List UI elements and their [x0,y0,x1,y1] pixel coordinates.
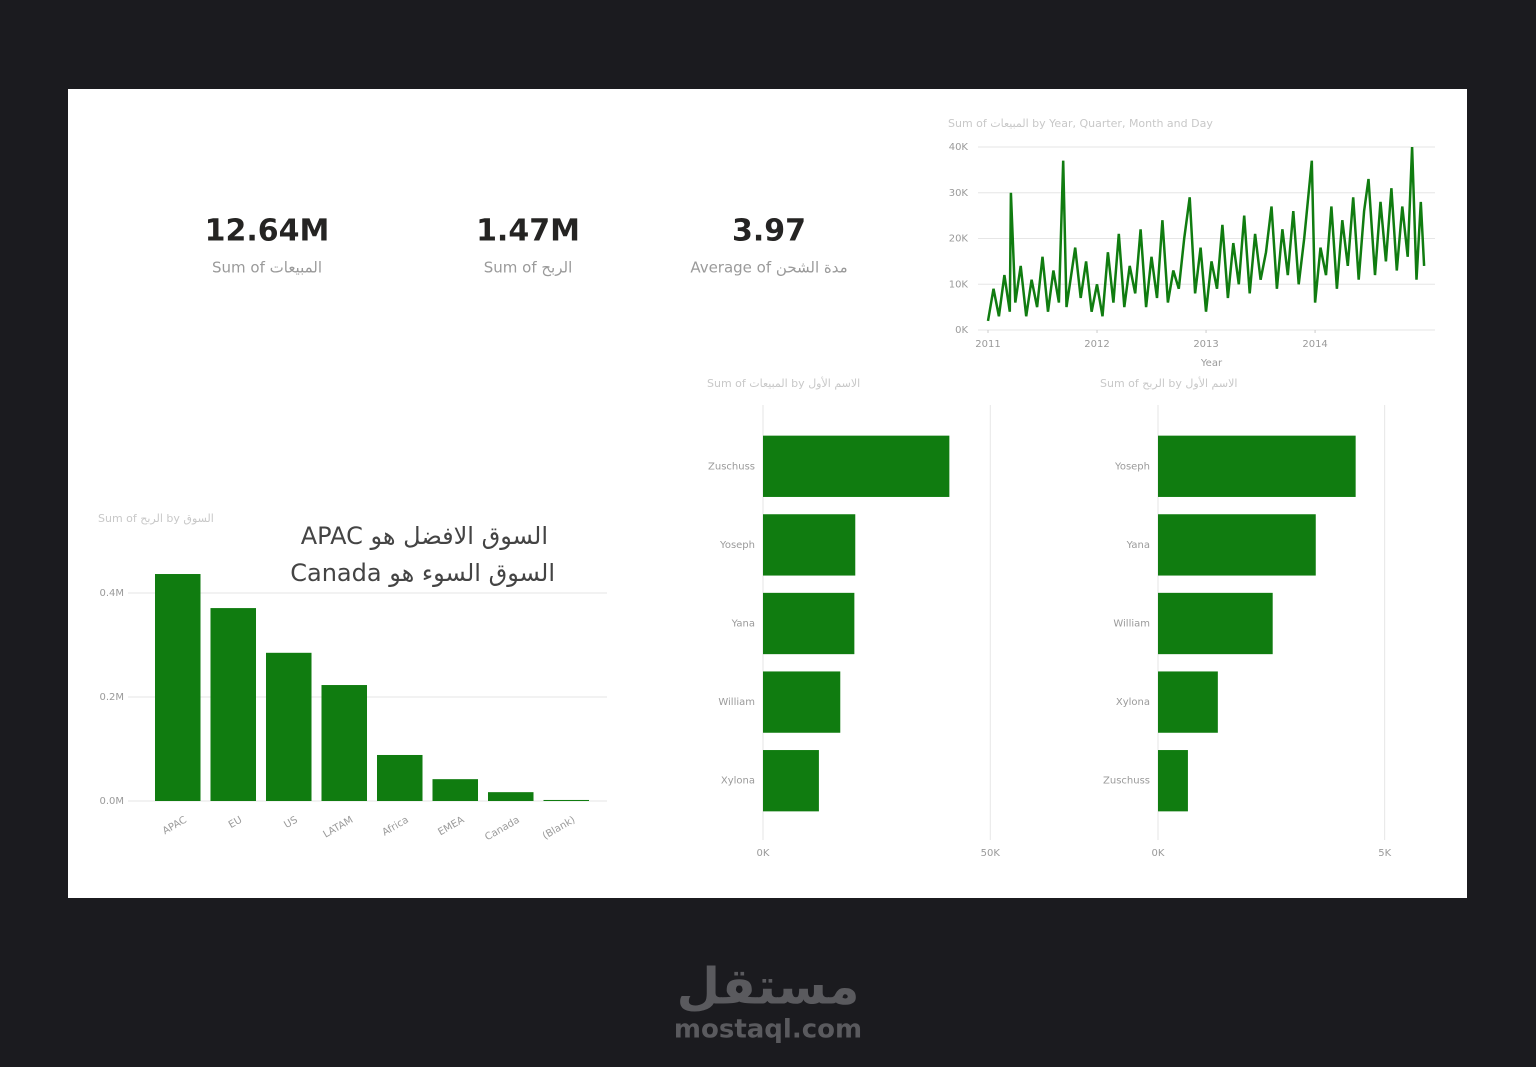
bar [763,592,855,655]
kpi-label: Average of مدة الشحن [690,259,847,277]
x-tick-label: 2013 [1193,339,1218,350]
bar [321,685,368,801]
y-tick-label: 10K [949,279,969,290]
bar [763,671,841,733]
y-tick-label: Yana [1126,540,1150,551]
annotation: السوق الافضل هو APAC [301,522,548,550]
y-tick-label: 0.2M [99,692,124,703]
bar [432,779,479,801]
y-tick-label: Yoseph [1114,461,1150,472]
bar [265,652,312,801]
x-tick-label: 50K [981,848,1001,859]
chart-title: Sum of المبيعات by الاسم الأول [707,376,860,390]
y-tick-label: Xylona [1116,697,1150,708]
bar [763,750,819,812]
kpi-value: 3.97 [732,214,806,249]
kpi-label: Sum of المبيعات [212,259,322,277]
kpi-value: 12.64M [205,214,330,249]
bar [376,754,423,801]
watermark-site: mostaql.com [674,1015,862,1045]
y-tick-label: Zuschuss [708,461,755,472]
y-tick-label: William [718,697,755,708]
kpi-label: Sum of الربح [484,259,573,277]
bar [1158,671,1218,733]
y-tick-label: 0.4M [99,588,124,599]
x-tick-label: 0K [757,848,770,859]
y-tick-label: 0.0M [99,796,124,807]
bar [1158,514,1316,576]
bar [763,514,856,576]
bar [487,792,534,801]
x-tick-label: 0K [1152,848,1165,859]
y-tick-label: 40K [949,142,969,153]
x-tick-label: 2011 [975,339,1000,350]
bar [1158,435,1356,497]
chart-title: Sum of الربح by الاسم الأول [1100,376,1237,390]
y-tick-label: 0K [955,325,968,336]
chart-title: Sum of المبيعات by Year, Quarter, Month … [948,117,1213,130]
bar [154,574,201,801]
x-tick-label: 5K [1378,848,1391,859]
x-tick-label: 2012 [1084,339,1109,350]
y-tick-label: Zuschuss [1103,776,1150,787]
y-tick-label: Yoseph [719,540,755,551]
x-axis-label: Year [1200,358,1223,369]
annotation: السوق السوء هو Canada [290,559,555,587]
x-tick-label: 2014 [1302,339,1327,350]
y-tick-label: Xylona [721,776,755,787]
y-tick-label: William [1113,619,1150,630]
bar [543,799,590,801]
line-series [986,146,1426,322]
watermark-logo: مستقل [677,958,860,1016]
bar [763,435,950,497]
y-tick-label: Yana [731,619,755,630]
y-tick-label: 20K [949,234,969,245]
chart-title: Sum of الربح by السوق [98,512,214,525]
kpi-value: 1.47M [476,214,580,249]
bar [1158,592,1273,655]
bar [1158,750,1188,812]
bar [210,608,257,801]
y-tick-label: 30K [949,188,969,199]
